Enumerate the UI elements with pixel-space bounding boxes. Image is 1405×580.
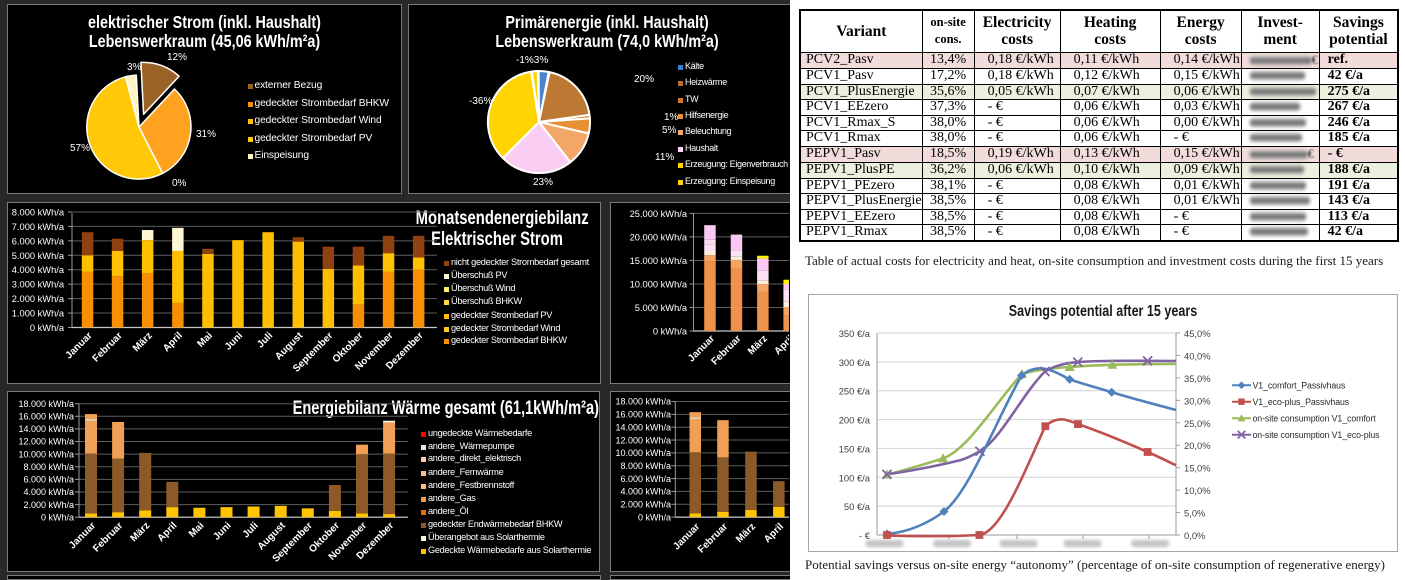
svg-text:5.000 kWh/a: 5.000 kWh/a (635, 303, 688, 313)
svg-text:1.000 kWh/a: 1.000 kWh/a (12, 309, 65, 319)
svg-text:10.000 kWh/a: 10.000 kWh/a (615, 448, 671, 458)
svg-text:10,0%: 10,0% (1184, 485, 1211, 496)
svg-text:30,0%: 30,0% (1184, 395, 1211, 406)
svg-text:Juli: Juli (241, 520, 261, 540)
svg-text:Februar: Februar (91, 330, 125, 364)
svg-text:4.000 kWh/a: 4.000 kWh/a (12, 265, 65, 275)
svg-text:12.000 kWh/a: 12.000 kWh/a (18, 437, 74, 447)
svg-text:14.000 kWh/a: 14.000 kWh/a (18, 424, 74, 434)
svg-text:6.000 kWh/a: 6.000 kWh/a (23, 475, 74, 485)
svg-text:10.000 kWh/a: 10.000 kWh/a (630, 279, 688, 289)
svg-text:350 €/a: 350 €/a (839, 328, 871, 339)
svg-text:März: März (746, 333, 770, 357)
svg-text:Juni: Juni (211, 520, 233, 542)
svg-text:200 €/a: 200 €/a (839, 415, 871, 426)
svg-text:16.000 kWh/a: 16.000 kWh/a (615, 410, 671, 420)
svg-text:April: April (772, 333, 789, 357)
svg-text:250 €/a: 250 €/a (839, 386, 871, 397)
svg-text:4.000 kWh/a: 4.000 kWh/a (620, 487, 671, 497)
svg-text:on-site consumption V1_comfort: on-site consumption V1_comfort (1253, 414, 1377, 424)
svg-text:8.000 kWh/a: 8.000 kWh/a (12, 207, 65, 217)
svg-text:18.000 kWh/a: 18.000 kWh/a (18, 399, 74, 409)
svg-text:15,0%: 15,0% (1184, 463, 1211, 474)
svg-text:Juni: Juni (223, 330, 245, 352)
svg-text:0 kWh/a: 0 kWh/a (30, 323, 65, 333)
svg-text:V1_comfort_Passivhaus: V1_comfort_Passivhaus (1253, 381, 1346, 391)
svg-text:2.000 kWh/a: 2.000 kWh/a (12, 294, 65, 304)
svg-text:- €: - € (859, 530, 871, 541)
svg-text:on-site consumption V1_eco-plu: on-site consumption V1_eco-plus (1253, 430, 1381, 440)
svg-text:Februar: Februar (696, 521, 730, 555)
svg-text:35,0%: 35,0% (1184, 373, 1211, 384)
svg-text:14.000 kWh/a: 14.000 kWh/a (615, 422, 671, 432)
svg-text:40,0%: 40,0% (1184, 350, 1211, 361)
svg-text:0 kWh/a: 0 kWh/a (41, 512, 74, 522)
svg-text:8.000 kWh/a: 8.000 kWh/a (620, 461, 671, 471)
svg-text:V1_eco-plus_Passivhaus: V1_eco-plus_Passivhaus (1253, 397, 1350, 407)
svg-text:300 €/a: 300 €/a (839, 357, 871, 368)
svg-text:18.000 kWh/a: 18.000 kWh/a (615, 397, 671, 407)
svg-text:Juli: Juli (255, 330, 275, 350)
svg-text:2.000 kWh/a: 2.000 kWh/a (620, 499, 671, 509)
svg-text:April: April (161, 330, 185, 354)
svg-text:25,0%: 25,0% (1184, 418, 1211, 429)
svg-text:0 kWh/a: 0 kWh/a (653, 327, 688, 337)
svg-text:6.000 kWh/a: 6.000 kWh/a (12, 236, 65, 246)
svg-text:20,0%: 20,0% (1184, 440, 1211, 451)
svg-text:150 €/a: 150 €/a (839, 443, 871, 454)
svg-text:März: März (128, 520, 152, 544)
svg-text:Februar: Februar (709, 333, 743, 367)
svg-text:12.000 kWh/a: 12.000 kWh/a (615, 435, 671, 445)
svg-text:0,0%: 0,0% (1184, 530, 1205, 541)
svg-text:10.000 kWh/a: 10.000 kWh/a (18, 449, 74, 459)
svg-text:Februar: Februar (91, 520, 125, 554)
svg-text:0 kWh/a: 0 kWh/a (638, 512, 671, 522)
svg-text:15.000 kWh/a: 15.000 kWh/a (630, 256, 688, 266)
svg-text:März: März (131, 330, 155, 354)
svg-text:100 €/a: 100 €/a (839, 472, 871, 483)
svg-text:2.000 kWh/a: 2.000 kWh/a (23, 500, 74, 510)
svg-text:8.000 kWh/a: 8.000 kWh/a (23, 462, 74, 472)
svg-text:3.000 kWh/a: 3.000 kWh/a (12, 280, 65, 290)
svg-text:Mai: Mai (195, 330, 215, 350)
svg-text:20.000 kWh/a: 20.000 kWh/a (630, 232, 688, 242)
svg-text:25.000 kWh/a: 25.000 kWh/a (630, 209, 688, 219)
svg-text:6.000 kWh/a: 6.000 kWh/a (620, 474, 671, 484)
svg-text:4.000 kWh/a: 4.000 kWh/a (23, 487, 74, 497)
svg-text:7.000 kWh/a: 7.000 kWh/a (12, 222, 65, 232)
svg-text:16.000 kWh/a: 16.000 kWh/a (18, 412, 74, 422)
svg-text:März: März (734, 521, 758, 545)
svg-text:5.000 kWh/a: 5.000 kWh/a (12, 251, 65, 261)
svg-text:April: April (156, 520, 180, 544)
svg-text:50 €/a: 50 €/a (844, 501, 871, 512)
svg-text:April: April (762, 521, 786, 545)
svg-text:5,0%: 5,0% (1184, 508, 1205, 519)
svg-text:Mai: Mai (187, 520, 207, 540)
svg-text:45,0%: 45,0% (1184, 328, 1211, 339)
